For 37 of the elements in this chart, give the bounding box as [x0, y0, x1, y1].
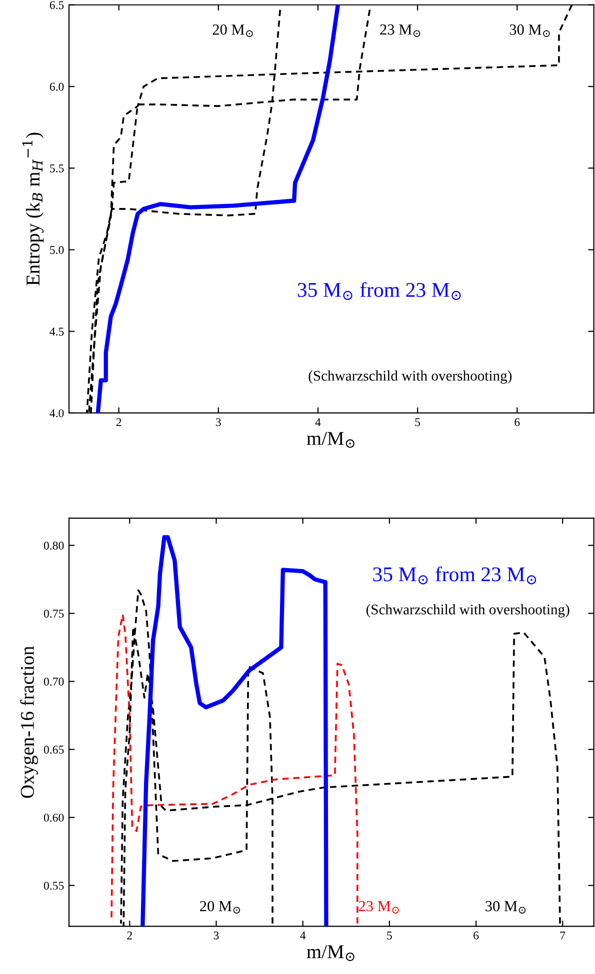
y-tick-label: 0.70	[44, 678, 64, 686]
x-tick-label: 4	[300, 932, 306, 940]
y-tick-label: 4.0	[50, 409, 64, 418]
x-tick-label: 6	[514, 418, 520, 426]
y-tick-label: 0.75	[44, 610, 64, 618]
x-tick-label: 2	[116, 418, 122, 426]
annotation: (Schwarzschild with overshooting)	[308, 370, 512, 384]
series-label: 23 M$_{⊙}$	[358, 900, 399, 914]
x-tick-label: 5	[387, 932, 392, 940]
x-tick-label: 2	[127, 932, 132, 940]
x-axis-title: m/M$_{⊙}$	[306, 945, 354, 962]
x-tick-label: 5	[415, 418, 420, 426]
y-tick-label: 5.0	[50, 246, 64, 254]
y-tick-label: 4.5	[50, 328, 64, 336]
x-tick-label: 6	[474, 932, 479, 940]
x-tick-label: 3	[214, 932, 219, 940]
annotation: 30 M$_{⊙}$	[510, 24, 550, 37]
y-tick-label: 0.55	[44, 882, 64, 890]
y-tick-label: 6.0	[50, 82, 64, 91]
y-axis-title: Oxygen-16 fraction	[20, 646, 38, 798]
annotation: 20 M$_{⊙}$	[212, 24, 253, 37]
x-tick-label: 3	[216, 418, 221, 426]
y-tick-label: 0.60	[44, 814, 64, 822]
annotation: 23 M$_{⊙}$	[380, 24, 420, 37]
y-tick-label: 6.5	[50, 1, 64, 10]
y-tick-label: 0.80	[44, 542, 64, 550]
annotation: (Schwarzschild with overshooting)	[366, 604, 570, 618]
y-tick-label: 5.5	[50, 164, 64, 172]
text: 35 M$_{⊙}$ from 23 M$_{⊙}$	[298, 282, 461, 300]
x-tick-label: 4	[315, 418, 321, 426]
y-tick-label: 0.65	[44, 746, 64, 754]
text: 35 M$_{⊙}$ from 23 M$_{⊙}$	[373, 566, 536, 584]
x-tick-label: 7	[560, 932, 566, 940]
text: 30 M$_{⊙}$	[486, 900, 526, 914]
y-axis-title: Entropy (k$_{B}$ m$_{H}$$^{−1}$)	[22, 132, 44, 286]
x-axis-title: m/M$_{⊙}$	[306, 432, 354, 448]
text: 20 M$_{⊙}$	[200, 900, 240, 914]
